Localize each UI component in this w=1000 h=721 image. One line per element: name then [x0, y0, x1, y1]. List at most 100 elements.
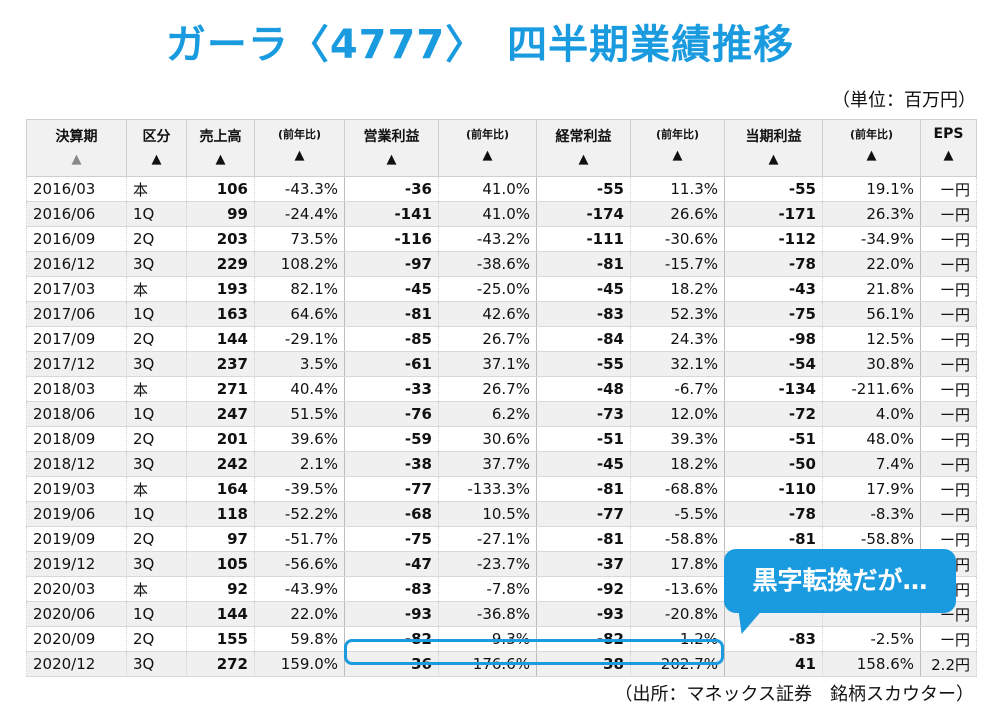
cell-op-yoy: 26.7%	[438, 376, 537, 402]
cell-ord-yoy: -6.7%	[630, 376, 725, 402]
cell-ord: -81	[536, 251, 631, 277]
cell-sales: 203	[186, 226, 255, 252]
cell-net-yoy: 30.8%	[822, 351, 921, 377]
cell-op-yoy: 42.6%	[438, 301, 537, 327]
cell-sales-yoy: 3.5%	[254, 351, 345, 377]
cell-eps: ー円	[920, 176, 977, 202]
cell-eps: ー円	[920, 226, 977, 252]
cell-sales-yoy: 2.1%	[254, 451, 345, 477]
cell-sales-yoy: 64.6%	[254, 301, 345, 327]
cell-ord: -48	[536, 376, 631, 402]
cell-op-yoy: -36.8%	[438, 601, 537, 627]
cell-kubun: 本	[126, 176, 187, 202]
cell-ord-yoy: 24.3%	[630, 326, 725, 352]
cell-op-yoy: -43.2%	[438, 226, 537, 252]
col-sales[interactable]: 売上高 ▲	[186, 119, 255, 177]
cell-period: 2018/12	[26, 451, 127, 477]
col-op[interactable]: 営業利益 ▲	[344, 119, 439, 177]
cell-sales-yoy: 108.2%	[254, 251, 345, 277]
table-row: 2018/03 本 271 40.4% -33 26.7% -48 -6.7% -134 -211…	[26, 376, 977, 402]
cell-ord: -55	[536, 351, 631, 377]
table-row: 2016/06 1Q 99 -24.4% -141 41.0% -174 26.6% -171 2…	[26, 201, 977, 227]
table-row: 2017/03 本 193 82.1% -45 -25.0% -45 18.2% -43 21.8…	[26, 276, 977, 302]
cell-sales: 229	[186, 251, 255, 277]
table-row: 2019/09 2Q 97 -51.7% -75 -27.1% -81 -58.8% -81 -5…	[26, 526, 977, 552]
col-eps[interactable]: EPS ▲	[920, 119, 977, 177]
col-period[interactable]: 決算期 ▲	[26, 119, 127, 177]
cell-op: -76	[344, 401, 439, 427]
cell-op-yoy: 41.0%	[438, 176, 537, 202]
cell-sales-yoy: -52.2%	[254, 501, 345, 527]
cell-ord-yoy: 18.2%	[630, 451, 725, 477]
cell-op-yoy: 26.7%	[438, 326, 537, 352]
cell-ord-yoy: 39.3%	[630, 426, 725, 452]
cell-op: -77	[344, 476, 439, 502]
cell-period: 2016/12	[26, 251, 127, 277]
cell-period: 2020/06	[26, 601, 127, 627]
col-ord[interactable]: 経常利益 ▲	[536, 119, 631, 177]
cell-eps: ー円	[920, 326, 977, 352]
table-row: 2018/09 2Q 201 39.6% -59 30.6% -51 39.3% -51 48.0…	[26, 426, 977, 452]
cell-net-yoy: -34.9%	[822, 226, 921, 252]
col-kubun[interactable]: 区分 ▲	[126, 119, 187, 177]
sort-arrow-icon: ▲	[943, 148, 954, 163]
cell-net: -72	[724, 401, 823, 427]
cell-net: -83	[724, 626, 823, 652]
col-ord-yoy[interactable]: (前年比) ▲	[630, 119, 725, 177]
cell-ord-yoy: -13.6%	[630, 576, 725, 602]
cell-period: 2018/06	[26, 401, 127, 427]
cell-kubun: 1Q	[126, 601, 187, 627]
cell-op: -93	[344, 601, 439, 627]
col-op-yoy[interactable]: (前年比) ▲	[438, 119, 537, 177]
col-net-yoy[interactable]: (前年比) ▲	[822, 119, 921, 177]
cell-kubun: 本	[126, 376, 187, 402]
cell-kubun: 2Q	[126, 626, 187, 652]
cell-op-yoy: 30.6%	[438, 426, 537, 452]
cell-ord: -174	[536, 201, 631, 227]
table-row: 2016/03 本 106 -43.3% -36 41.0% -55 11.3% -55 19.1…	[26, 176, 977, 202]
cell-ord-yoy: -5.5%	[630, 501, 725, 527]
cell-sales-yoy: -29.1%	[254, 326, 345, 352]
cell-eps: ー円	[920, 301, 977, 327]
callout-bubble: 黒字転換だが…	[724, 549, 956, 613]
cell-sales-yoy: 51.5%	[254, 401, 345, 427]
cell-op-yoy: 37.1%	[438, 351, 537, 377]
cell-net: -171	[724, 201, 823, 227]
highlight-box	[344, 639, 724, 665]
cell-sales-yoy: 22.0%	[254, 601, 345, 627]
cell-net-yoy: -8.3%	[822, 501, 921, 527]
cell-net: -51	[724, 426, 823, 452]
col-net[interactable]: 当期利益 ▲	[724, 119, 823, 177]
cell-net-yoy: 7.4%	[822, 451, 921, 477]
cell-net: -134	[724, 376, 823, 402]
cell-period: 2016/09	[26, 226, 127, 252]
table-row: 2017/09 2Q 144 -29.1% -85 26.7% -84 24.3% -98 12.…	[26, 326, 977, 352]
cell-op: -36	[344, 176, 439, 202]
cell-kubun: 2Q	[126, 226, 187, 252]
cell-op: -61	[344, 351, 439, 377]
cell-kubun: 1Q	[126, 201, 187, 227]
cell-period: 2019/06	[26, 501, 127, 527]
cell-sales-yoy: -51.7%	[254, 526, 345, 552]
cell-kubun: 1Q	[126, 301, 187, 327]
sort-arrow-icon: ▲	[386, 152, 397, 167]
cell-net-yoy: 26.3%	[822, 201, 921, 227]
cell-sales: 97	[186, 526, 255, 552]
cell-eps: ー円	[920, 401, 977, 427]
cell-net-yoy: 56.1%	[822, 301, 921, 327]
cell-sales: 99	[186, 201, 255, 227]
cell-kubun: 2Q	[126, 526, 187, 552]
cell-kubun: 本	[126, 576, 187, 602]
cell-ord: -73	[536, 401, 631, 427]
cell-net-yoy: 4.0%	[822, 401, 921, 427]
col-sales-yoy[interactable]: (前年比) ▲	[254, 119, 345, 177]
cell-kubun: 3Q	[126, 351, 187, 377]
cell-ord: -55	[536, 176, 631, 202]
cell-ord-yoy: 11.3%	[630, 176, 725, 202]
cell-period: 2020/03	[26, 576, 127, 602]
table-row: 2018/12 3Q 242 2.1% -38 37.7% -45 18.2% -50 7.4% ー…	[26, 451, 977, 477]
cell-period: 2020/12	[26, 651, 127, 677]
cell-sales: 105	[186, 551, 255, 577]
cell-net: -110	[724, 476, 823, 502]
sort-arrow-icon: ▲	[866, 148, 877, 163]
